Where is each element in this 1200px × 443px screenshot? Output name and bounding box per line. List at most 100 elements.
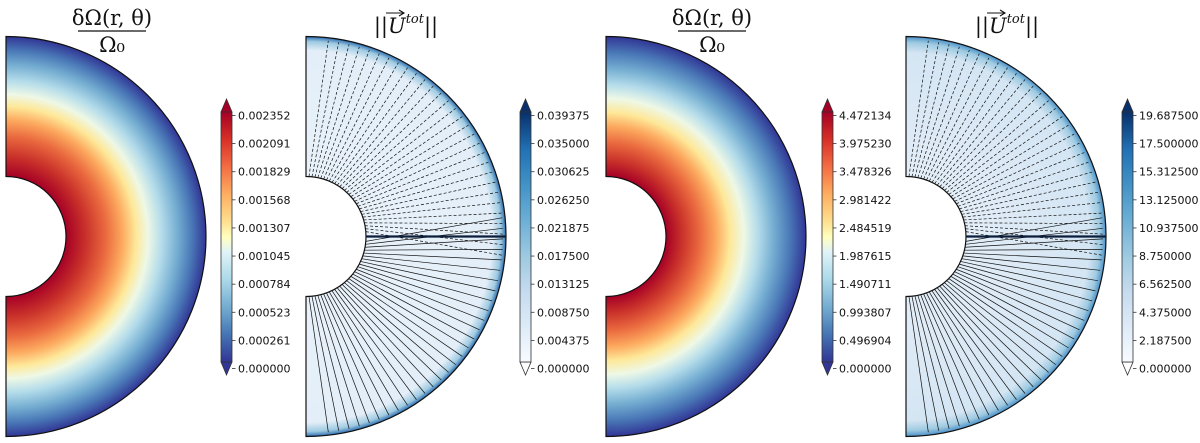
colorbar-extend-min [519, 361, 532, 377]
streamline-lower [957, 266, 1089, 312]
streamline-upper [957, 161, 1089, 207]
streamline-lower [308, 296, 329, 433]
colorbar-tick-label: 0.002091 [238, 138, 291, 151]
streamline-upper [911, 42, 940, 177]
streamline-upper [344, 100, 449, 191]
streamline-upper [965, 231, 1103, 256]
streamline-lower [952, 273, 1075, 340]
streamline-lower [911, 296, 940, 431]
colorbar-tick-label: 0.001307 [238, 222, 291, 235]
colorbar-tick-label: 2.981422 [839, 194, 892, 207]
streamline-upper [961, 191, 1099, 215]
panel-velocity-2: ||Utot|| [905, 9, 1107, 438]
streamline-upper [359, 171, 493, 210]
streamline-upper [365, 228, 503, 246]
title-velocity-1-symbol: U [388, 14, 407, 38]
colorbar-tick-label: 0.000523 [238, 306, 291, 319]
streamline-upper [334, 73, 417, 184]
streamline-lower [936, 287, 1026, 394]
title-rotation-2-denominator: Ω₀ [699, 33, 725, 57]
streamline-upper [363, 212, 502, 221]
streamline-lower [361, 258, 499, 282]
streamline-lower [959, 263, 1093, 302]
colorbar-body [220, 111, 233, 363]
colorbar-tick-label: 15.312500 [1139, 166, 1199, 179]
colorbar-tick-label: 0.000000 [537, 363, 590, 376]
colorbar-tick-label: 0.000000 [238, 363, 291, 376]
colorbar-tick-label: 2.484519 [839, 222, 892, 235]
streamline-lower [341, 284, 442, 381]
streamline-upper [959, 171, 1093, 210]
streamline-upper [928, 62, 999, 182]
streamline-upper [963, 212, 1102, 221]
colorbar-tick-label: 0.000261 [238, 334, 291, 347]
colorbar-tick-label: 0.001829 [238, 166, 291, 179]
colorbar-tick-label: 0.021875 [537, 222, 590, 235]
streamline-upper [914, 44, 950, 178]
streamline-upper [328, 62, 399, 182]
streamline-lower [336, 287, 426, 394]
streamline-upper [361, 191, 499, 215]
streamline-upper [946, 108, 1056, 193]
streamline-upper [352, 133, 475, 200]
streamline-lower [908, 296, 929, 433]
colorbar-tick-label: 0.008750 [537, 306, 590, 319]
streamline-upper [311, 42, 340, 177]
streamline-lower [354, 271, 480, 331]
streamline-upper [350, 124, 469, 197]
colorbar-tick-label: 0.004375 [537, 334, 590, 347]
title-rotation-2: δΩ(r, θ) Ω₀ [672, 6, 752, 57]
streamline-upper [336, 79, 426, 186]
streamline-lower [328, 291, 399, 411]
streamline-lower [311, 296, 340, 431]
colorbar-extend-max [519, 97, 532, 113]
streamline-lower [963, 252, 1102, 261]
half-annulus-rotation-2 [605, 35, 807, 438]
streamline-upper [348, 116, 463, 195]
colorbar-tick-label: 0.993807 [839, 306, 892, 319]
streamline-upper [934, 73, 1017, 184]
colorbar-extend-max [821, 97, 834, 113]
streamline-lower [914, 295, 950, 429]
colorbar-tick-label: 0.039375 [537, 110, 590, 123]
colorbar-rotation-1: 0.000000 0.000261 0.000523 0.000784 0.001045… [220, 97, 291, 377]
half-annulus-rotation-1 [5, 35, 207, 438]
streamline-upper [317, 46, 360, 178]
colorbar-tick-label: 1.987615 [839, 250, 892, 263]
title-velocity-1: ||Utot|| [374, 9, 438, 39]
streamline-upper [308, 40, 329, 177]
streamline-upper [941, 92, 1042, 189]
streamline-lower [965, 238, 1104, 248]
streamline-upper [356, 152, 485, 205]
half-annulus-velocity-2 [905, 35, 1107, 438]
title-rotation-2-numerator: δΩ(r, θ) [672, 6, 752, 30]
streamlines-velocity-1 [308, 40, 504, 433]
streamline-lower [346, 280, 456, 365]
streamline-upper [354, 142, 480, 202]
colorbar-tick-label: 10.937500 [1139, 222, 1199, 235]
streamline-upper [962, 202, 1101, 218]
streamline-upper [948, 116, 1063, 195]
streamline-lower [323, 293, 380, 420]
colorbar-tick-label: 4.375000 [1139, 306, 1192, 319]
streamline-upper [326, 57, 390, 181]
streamline-lower [357, 266, 489, 312]
colorbar-tick-label: 13.125000 [1139, 194, 1199, 207]
streamline-upper [320, 49, 370, 179]
colorbar-tick-label: 0.000000 [1139, 363, 1192, 376]
streamline-lower [320, 294, 370, 424]
streamline-upper [365, 231, 503, 256]
title-velocity-2: ||Utot|| [975, 9, 1039, 39]
colorbar-tick-label: 0.001045 [238, 250, 291, 263]
streamline-lower [348, 278, 463, 357]
streamline-lower [334, 289, 417, 400]
streamline-lower [964, 249, 1103, 251]
streamline-lower [954, 271, 1080, 331]
colorbar-tick-label: 19.687500 [1139, 110, 1199, 123]
colorbar-extend-max [220, 97, 233, 113]
streamline-upper [939, 85, 1034, 188]
streamline-lower [360, 261, 496, 292]
streamline-upper [362, 202, 501, 218]
streamline-upper [364, 222, 503, 224]
